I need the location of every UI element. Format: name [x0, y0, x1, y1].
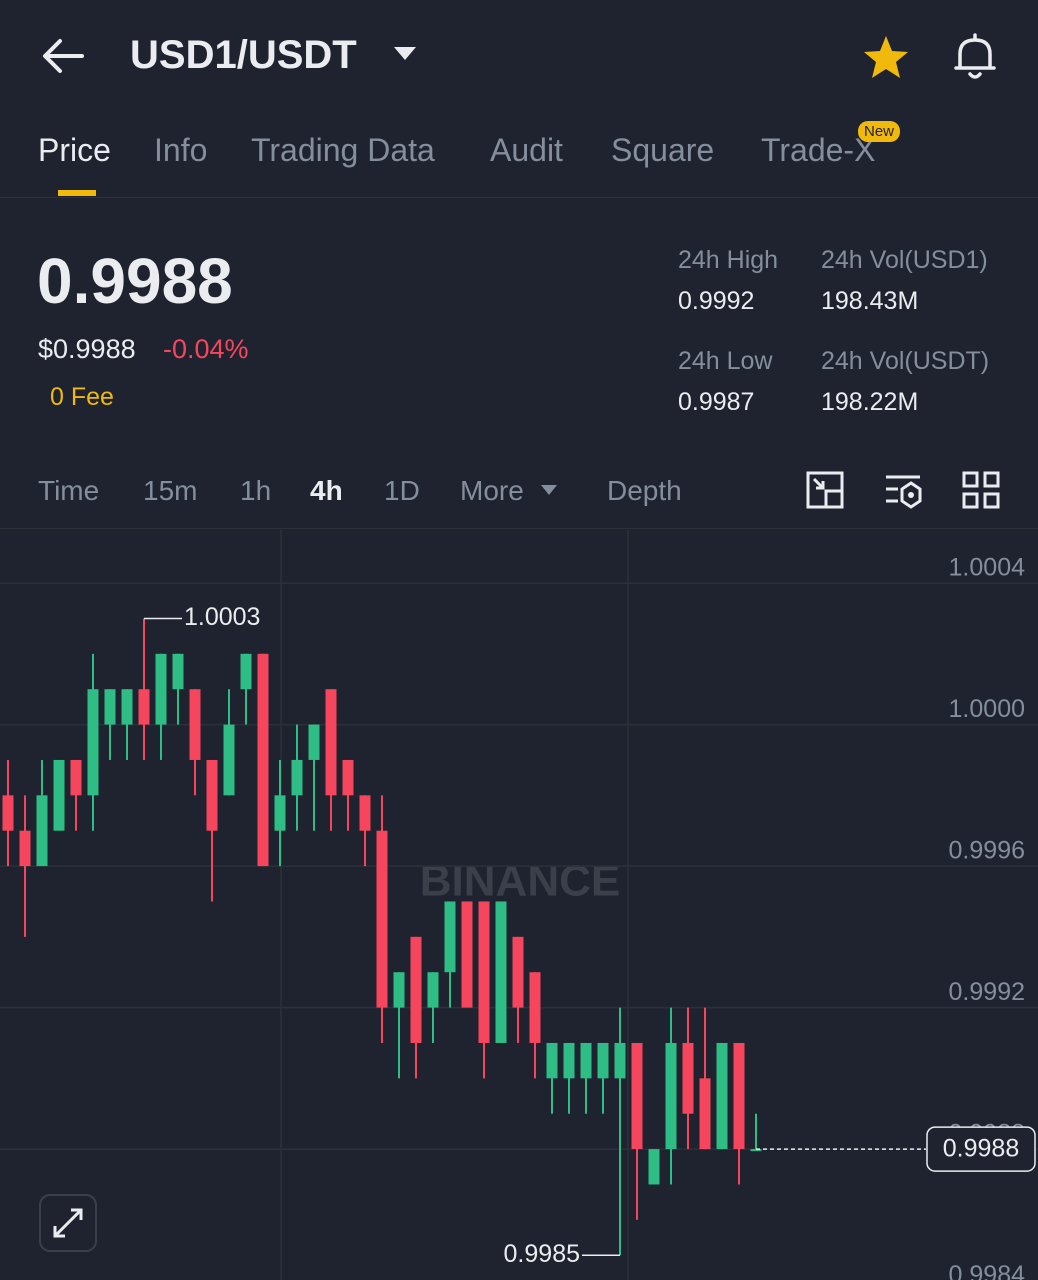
divider	[0, 528, 1038, 529]
y-tick-label: 1.0004	[949, 554, 1026, 582]
stat-label: 24h Low	[678, 347, 773, 375]
pair-dropdown[interactable]	[393, 46, 417, 62]
candle-body	[36, 795, 48, 867]
interval[interactable]: Depth	[607, 475, 682, 506]
fee-label: 0 Fee	[50, 383, 114, 411]
pair-title[interactable]: USD1/USDT	[130, 33, 357, 77]
candle-body	[716, 1042, 728, 1150]
candle-body	[563, 1042, 575, 1079]
candle-body	[155, 653, 167, 725]
candle-body	[291, 759, 303, 796]
interval-more[interactable]: More	[460, 475, 524, 506]
interval-active[interactable]: 4h	[310, 475, 343, 506]
candle-body	[257, 653, 269, 867]
candle-body	[104, 689, 116, 725]
candle-body	[512, 936, 524, 1008]
candle-body	[70, 759, 82, 796]
interval[interactable]: 1h	[240, 475, 272, 506]
candle-body	[19, 830, 31, 867]
candle-body	[478, 901, 490, 1043]
layout-icon[interactable]	[962, 471, 1000, 509]
watermark: BINANCE	[420, 857, 620, 906]
tab[interactable]: Audit	[490, 132, 563, 168]
back-button[interactable]	[38, 36, 86, 76]
candle-body	[87, 689, 99, 796]
candle-body	[699, 1078, 711, 1150]
indicator-icon[interactable]	[884, 471, 924, 509]
candle-body	[342, 759, 354, 796]
candle-body	[529, 972, 541, 1043]
tab[interactable]: Trading Data	[251, 132, 435, 168]
fullscreen-button[interactable]	[39, 1194, 97, 1252]
interval[interactable]: 15m	[143, 475, 198, 506]
candle-body	[121, 689, 133, 725]
candle-body	[240, 653, 252, 690]
stat-label: 24h High	[678, 246, 779, 274]
high-marker-label: 1.0003	[184, 603, 260, 631]
last-price-label: 0.9988	[943, 1135, 1019, 1163]
divider	[0, 197, 1038, 198]
candle-body	[308, 724, 320, 760]
candle-body	[546, 1042, 558, 1079]
interval[interactable]: Time	[38, 475, 100, 506]
y-tick-label: 1.0000	[949, 695, 1025, 723]
candle-body	[444, 901, 456, 973]
candle-body	[461, 901, 473, 1008]
candle-body	[359, 795, 371, 831]
tab[interactable]: Info	[154, 132, 208, 168]
candle-body	[733, 1042, 745, 1150]
candle-body	[427, 972, 439, 1008]
candle-body	[138, 689, 150, 725]
chart-tool-icon[interactable]	[806, 471, 844, 509]
candle-body	[495, 901, 507, 1043]
interval[interactable]: 1D	[384, 475, 420, 506]
candle-body	[648, 1149, 660, 1185]
candle-body	[614, 1042, 626, 1079]
candle-body	[580, 1042, 592, 1079]
y-tick-label: 0.9984	[949, 1261, 1026, 1280]
tab-indicator	[58, 190, 96, 196]
favorite-star[interactable]	[862, 34, 910, 80]
candle-body	[376, 830, 388, 1008]
candle-body	[223, 724, 235, 796]
candle-body	[750, 1149, 762, 1152]
candle-body	[597, 1042, 609, 1079]
candle-body	[53, 759, 65, 831]
candle-body	[665, 1042, 677, 1150]
price-change: -0.04%	[163, 334, 249, 364]
stat-value: 198.43M	[821, 287, 919, 315]
last-price-box	[926, 1126, 1036, 1172]
y-tick-label: 0.9992	[949, 978, 1025, 1006]
more-dropdown[interactable]	[540, 484, 558, 496]
alert-bell[interactable]	[952, 32, 998, 80]
tab[interactable]: Square	[611, 132, 715, 168]
last-price: 0.9988	[37, 245, 233, 317]
new-badge: New	[858, 121, 901, 142]
tab-active[interactable]: Price	[38, 132, 111, 168]
candle-body	[410, 936, 422, 1043]
candle-body	[682, 1042, 694, 1114]
candle-body	[274, 795, 286, 831]
stat-value: 0.9992	[678, 287, 755, 315]
candle-body	[2, 795, 14, 831]
candle-body	[172, 653, 184, 690]
stat-value: 198.22M	[821, 388, 919, 416]
candle-body	[189, 689, 201, 760]
low-marker-label: 0.9985	[504, 1240, 580, 1268]
candle-body	[393, 972, 405, 1008]
candle-body	[325, 689, 337, 796]
candle-body	[631, 1042, 643, 1150]
stat-label: 24h Vol(USD1)	[821, 246, 988, 274]
stat-label: 24h Vol(USDT)	[821, 347, 990, 375]
tab[interactable]: Trade-X	[761, 132, 876, 168]
usd-price: $0.9988	[38, 334, 136, 364]
y-tick-label: 0.9996	[949, 837, 1025, 865]
candle-body	[206, 759, 218, 831]
stat-value: 0.9987	[678, 388, 755, 416]
